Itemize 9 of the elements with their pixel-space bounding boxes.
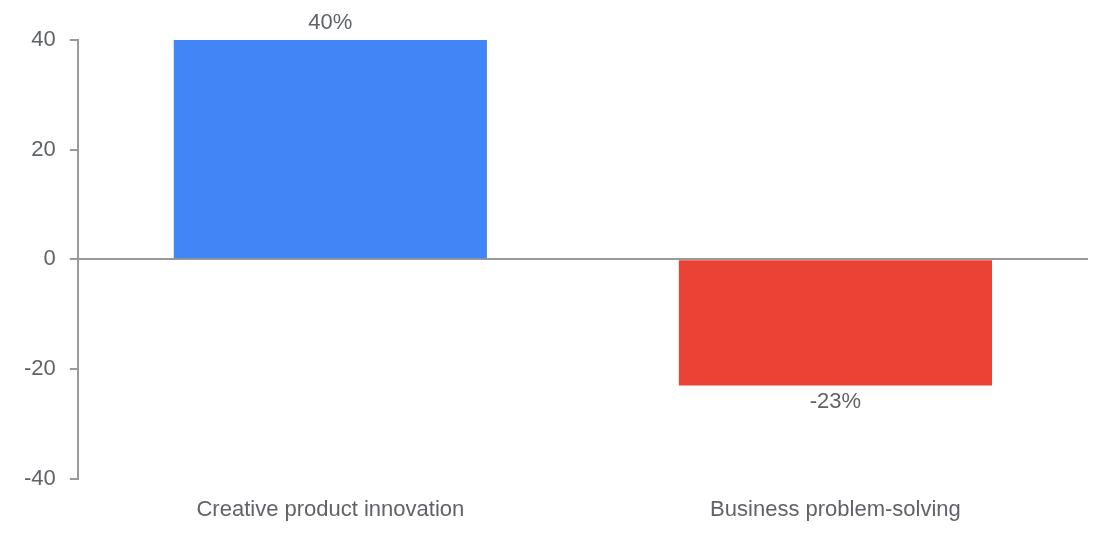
data-label: -23% bbox=[809, 388, 862, 414]
y-tick-label: 20 bbox=[31, 135, 56, 161]
y-tick-label: -40 bbox=[24, 464, 56, 490]
x-tick-label: Creative product innovation bbox=[196, 495, 465, 521]
y-tick-label: 0 bbox=[43, 245, 56, 271]
y-tick-label: -20 bbox=[24, 355, 56, 381]
x-tick-label: Business problem-solving bbox=[710, 495, 961, 521]
data-label: 40% bbox=[308, 9, 353, 35]
y-tick-label: 40 bbox=[31, 26, 56, 52]
